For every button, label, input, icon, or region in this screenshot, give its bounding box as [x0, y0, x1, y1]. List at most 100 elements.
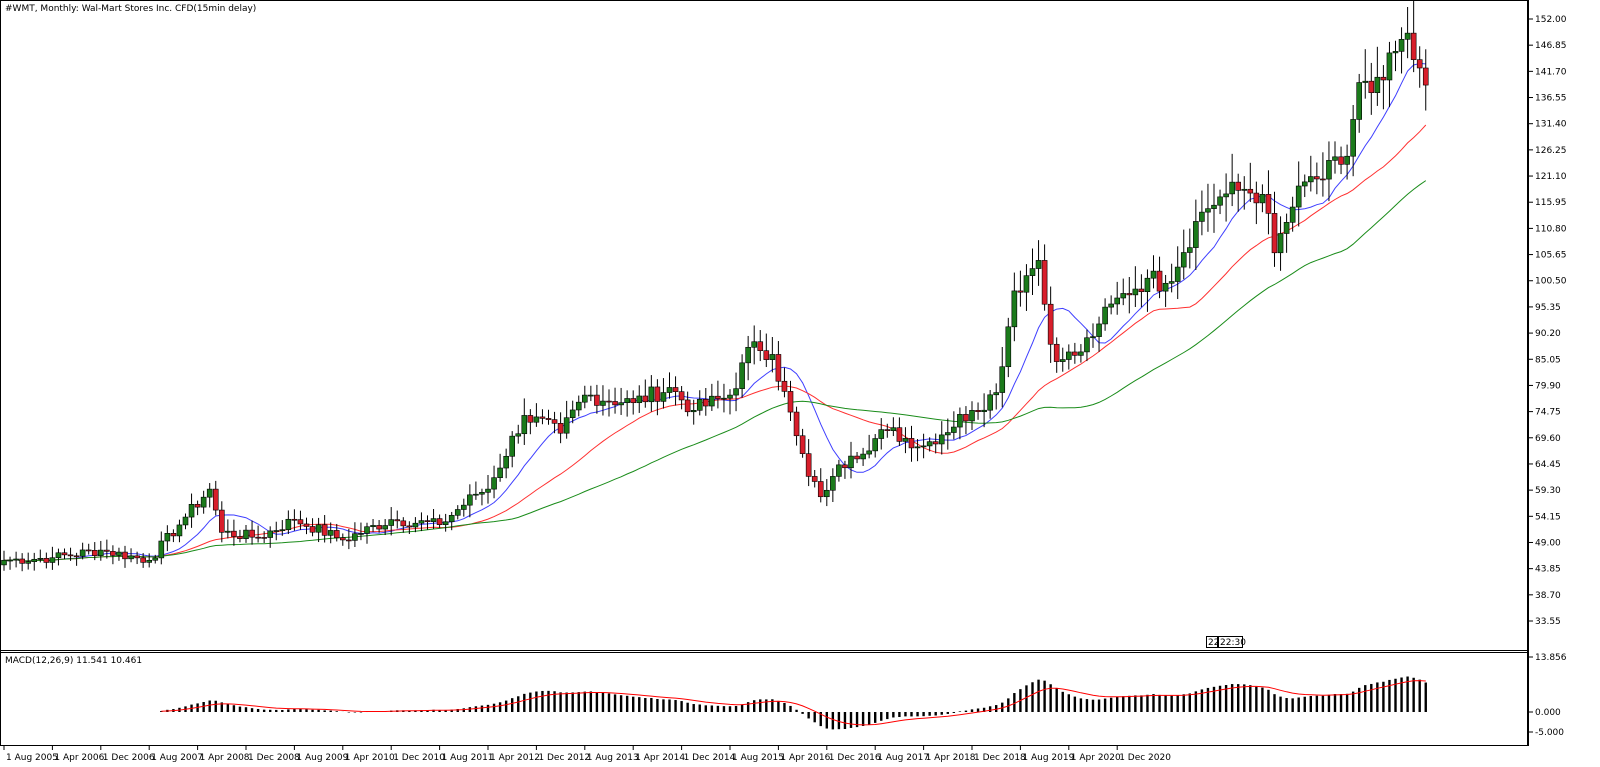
y-tick-label: 136.55	[1535, 94, 1567, 104]
candle	[7, 556, 13, 570]
time-badge: 22 22:30	[1206, 636, 1246, 648]
candle-body	[963, 414, 969, 422]
candle-body	[1193, 221, 1199, 248]
candle	[339, 533, 346, 546]
candle-body	[1199, 211, 1205, 222]
candle-body	[37, 557, 44, 560]
candle-body	[509, 435, 516, 457]
candle	[1295, 161, 1302, 227]
time-badge-left: 22	[1208, 638, 1219, 648]
candle	[1066, 344, 1072, 370]
candle-body	[817, 481, 824, 498]
candle	[1084, 329, 1090, 362]
candle	[1392, 40, 1399, 72]
x-tick-label: 1 Aug 2009	[296, 753, 348, 763]
candle-body	[944, 432, 951, 436]
candle-body	[1023, 275, 1030, 293]
candle	[860, 447, 866, 466]
candle	[176, 519, 183, 543]
candle-body	[182, 516, 189, 526]
candle-body	[1344, 155, 1350, 165]
candle	[733, 372, 739, 412]
candle-body	[1271, 213, 1278, 254]
candle-body	[914, 446, 921, 449]
candle-body	[116, 551, 122, 556]
candle	[581, 385, 588, 409]
y-tick-label: 100.50	[1535, 277, 1567, 287]
moving-average-line	[3, 62, 1426, 562]
candle	[969, 401, 975, 430]
candle	[273, 521, 280, 541]
candle	[37, 549, 44, 563]
candle-body	[430, 518, 437, 522]
candle-body	[1084, 337, 1090, 353]
candle	[1338, 146, 1344, 175]
candle	[98, 540, 104, 561]
candle-body	[896, 427, 903, 442]
candle	[200, 490, 207, 514]
candle-body	[842, 464, 848, 469]
candle-body	[79, 549, 86, 557]
candle	[527, 409, 534, 435]
candle	[951, 411, 957, 440]
candle-body	[1422, 67, 1429, 86]
x-tick-label: 1 Apr 2006	[54, 753, 104, 763]
candle-body	[473, 493, 479, 496]
candle-body	[140, 557, 146, 563]
candle-body	[49, 557, 56, 563]
candle	[1156, 256, 1163, 299]
candle	[1005, 317, 1012, 378]
candle	[370, 519, 376, 532]
candle-body	[104, 549, 110, 552]
candle	[358, 522, 364, 541]
candle	[920, 433, 927, 459]
candle	[612, 387, 618, 414]
candle	[648, 375, 655, 412]
candle-body	[902, 438, 909, 442]
x-tick-label: 1 Dec 2020	[1119, 753, 1171, 763]
candle-body	[830, 476, 836, 491]
candle	[1132, 266, 1139, 307]
y-tick-label: 33.55	[1535, 617, 1561, 627]
candle-body	[600, 400, 606, 406]
candle-body	[418, 520, 425, 524]
candle	[963, 406, 969, 435]
candle-body	[267, 530, 274, 538]
candle-body	[1392, 51, 1399, 54]
candle	[1422, 49, 1429, 111]
candle	[442, 513, 449, 532]
candle-body	[781, 380, 788, 392]
candle	[642, 379, 649, 408]
candle-body	[551, 419, 558, 424]
candle	[926, 437, 933, 452]
candle-body	[273, 530, 280, 532]
candle	[842, 460, 848, 479]
candle-body	[920, 445, 927, 448]
moving-averages	[3, 62, 1427, 562]
candle	[1241, 176, 1248, 210]
x-tick-label: 1 Aug 2005	[6, 753, 58, 763]
candle	[781, 367, 788, 398]
candle-body	[73, 555, 80, 558]
candle	[140, 553, 146, 568]
candle-body	[727, 394, 733, 399]
candle	[31, 552, 38, 571]
candle	[787, 380, 794, 421]
candle	[975, 402, 981, 420]
candle-body	[878, 429, 885, 439]
candle-body	[13, 558, 19, 561]
candle-body	[811, 476, 818, 482]
candle-body	[382, 525, 388, 530]
candle	[1277, 216, 1284, 271]
candle-body	[588, 394, 594, 397]
candle-body	[128, 555, 134, 560]
candle-body	[1180, 252, 1187, 268]
x-tick-label: 1 Dec 2010	[393, 753, 445, 763]
candle-body	[231, 530, 237, 537]
candle-body	[521, 415, 528, 435]
candle	[13, 551, 19, 568]
candle	[146, 553, 152, 568]
candle	[1017, 270, 1024, 307]
candle	[219, 501, 225, 543]
